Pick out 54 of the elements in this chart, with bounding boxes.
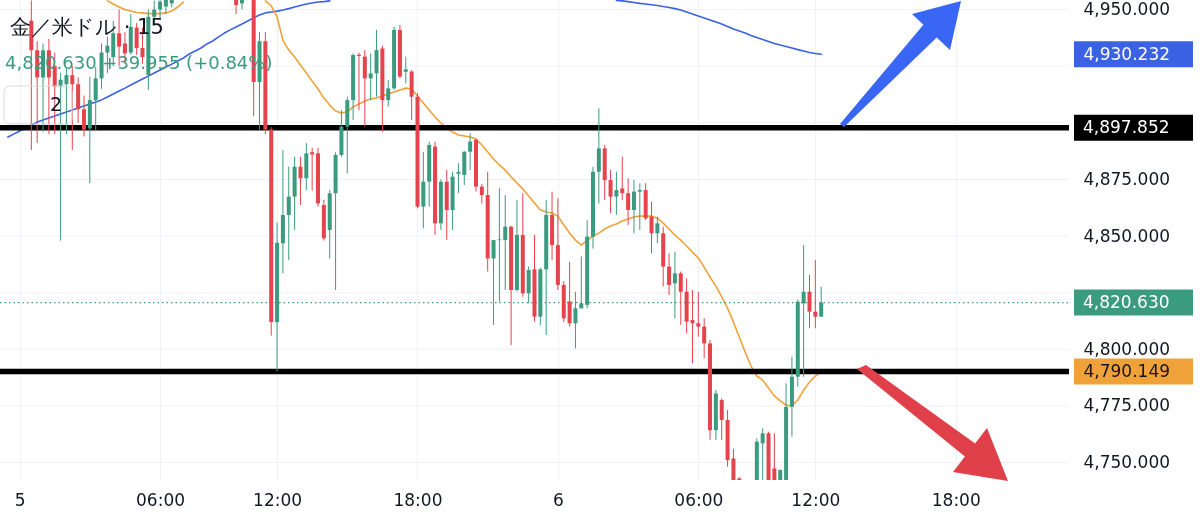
- candlestick: [637, 182, 642, 231]
- y-tick-label: 4,775.000: [1083, 395, 1171, 416]
- candlestick: [158, 0, 163, 20]
- candlestick: [620, 156, 625, 201]
- candlestick: [719, 397, 724, 441]
- candlestick: [368, 52, 373, 101]
- candlestick: [596, 107, 601, 204]
- y-tick-label: 4,930.232: [1083, 43, 1171, 64]
- candlestick: [614, 171, 619, 216]
- candlestick: [163, 0, 168, 15]
- ref-line-label: 4,820.630: [1083, 291, 1170, 312]
- x-tick-label: 12:00: [791, 489, 841, 510]
- y-tick-label: 4,800.000: [1083, 338, 1171, 359]
- candlestick: [386, 79, 391, 108]
- candlestick: [626, 177, 631, 226]
- x-tick-label: 06:00: [674, 489, 724, 510]
- y-tick-label: 4,875.000: [1083, 168, 1171, 189]
- candlestick: [497, 187, 502, 303]
- x-tick-label: 18:00: [393, 489, 443, 510]
- candlestick: [667, 252, 672, 296]
- candlestick: [631, 179, 636, 234]
- candlestick: [608, 169, 613, 214]
- y-tick-label: 4,850.000: [1083, 225, 1171, 246]
- candlestick: [655, 216, 660, 244]
- candlestick: [567, 261, 572, 328]
- candlestick: [649, 201, 654, 254]
- candlestick: [403, 56, 408, 84]
- candlestick: [503, 194, 508, 291]
- candlestick: [468, 132, 473, 171]
- candlestick: [702, 317, 707, 359]
- candlestick: [760, 427, 765, 481]
- x-tick-label: 06:00: [136, 489, 186, 510]
- x-tick-label: 5: [14, 489, 26, 510]
- candlestick: [696, 291, 701, 338]
- candlestick: [234, 0, 239, 15]
- candlestick: [374, 29, 379, 98]
- y-tick-label: 4,790.149: [1083, 361, 1171, 382]
- y-tick-label: 4,950.000: [1083, 0, 1171, 20]
- ref-line-label: 4,897.852: [1083, 116, 1170, 137]
- candlestick: [479, 183, 484, 204]
- candlestick: [579, 255, 584, 310]
- candlestick: [462, 150, 467, 186]
- candlestick: [678, 271, 683, 326]
- candlestick: [807, 274, 812, 329]
- x-tick-label: 18:00: [931, 489, 981, 510]
- x-tick-label: 6: [552, 489, 564, 510]
- y-tick-label: 4,750.000: [1083, 452, 1171, 473]
- candlestick: [456, 162, 461, 194]
- candlestick: [81, 95, 86, 137]
- candlestick: [362, 49, 367, 128]
- candlestick: [298, 156, 303, 206]
- x-tick-label: 12:00: [253, 489, 303, 510]
- candlestick: [813, 259, 818, 329]
- candlestick: [286, 166, 291, 261]
